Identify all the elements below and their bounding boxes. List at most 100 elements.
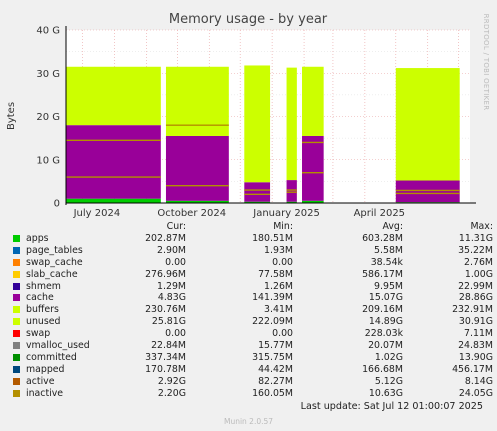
legend-row-swap: swap 0.00 0.00 228.03k 7.11M: [10, 328, 493, 340]
legend-swatch: [13, 342, 20, 350]
last-update: Last update: Sat Jul 12 01:00:07 2025: [300, 401, 483, 412]
legend-max-value: 232.91M: [452, 304, 493, 316]
legend-min-value: 160.05M: [252, 387, 293, 399]
legend-cur-value: 2.90M: [157, 244, 186, 256]
munin-version: Munin 2.0.57: [223, 417, 274, 426]
legend-row-shmem: shmem 1.29M 1.26M 9.95M 22.99M: [10, 280, 493, 293]
legend-series-name: slab_cache: [26, 268, 78, 280]
legend-row-page-tables: page_tables 2.90M 1.93M 5.58M 35.22M: [10, 244, 493, 257]
area-cache: [286, 180, 297, 202]
y-tick-label: 0: [54, 199, 60, 210]
legend-swatch: [13, 235, 20, 242]
legend-swatch: [13, 318, 20, 326]
legend-avg-value: 10.63G: [368, 387, 403, 399]
area-cache: [395, 180, 460, 203]
legend-header-avg: Avg:: [382, 221, 403, 232]
legend-max-value: 22.99M: [458, 280, 493, 292]
area-unused: [395, 68, 460, 181]
area-apps: [66, 198, 161, 203]
area-cache: [302, 135, 324, 201]
x-tick-label: January 2025: [252, 208, 320, 219]
legend-row-inactive: inactive 2.20G 160.05M 10.63G 24.05G: [10, 387, 493, 400]
legend-min-value: 77.58M: [258, 268, 293, 280]
legend-cur-value: 1.29M: [157, 280, 186, 292]
data-area: [66, 65, 460, 203]
legend-min-value: 44.42M: [258, 363, 293, 375]
legend-header-max: Max:: [470, 221, 493, 232]
legend-avg-value: 586.17M: [362, 268, 403, 280]
legend-max-value: 456.17M: [452, 363, 493, 375]
legend-swatch: [13, 306, 20, 314]
legend-row-slab-cache: slab_cache 276.96M 77.58M 586.17M 1.00G: [10, 268, 493, 281]
legend-avg-value: 5.12G: [374, 375, 403, 387]
legend-min-value: 141.39M: [252, 292, 293, 304]
legend-series-name: shmem: [26, 280, 61, 292]
legend-avg-value: 603.28M: [362, 233, 403, 244]
area-apps: [286, 201, 297, 203]
legend-row-unused: unused 25.81G 222.09M 14.89G 30.91G: [10, 316, 493, 328]
legend-max-value: 13.90G: [458, 351, 493, 363]
legend-avg-value: 14.89G: [368, 316, 403, 328]
legend-avg-value: 5.58M: [374, 244, 403, 256]
legend-row-swap-cache: swap_cache 0.00 0.00 38.54k 2.76M: [10, 256, 493, 269]
legend-swatch: [13, 330, 20, 338]
legend-header-min: Min:: [273, 221, 293, 232]
legend-series-name: swap: [26, 328, 51, 340]
legend-avg-value: 228.03k: [364, 328, 403, 340]
legend-row-committed: committed 337.34M 315.75M 1.02G 13.90G: [10, 351, 493, 364]
legend-swatch: [13, 258, 20, 266]
legend-min-value: 1.26M: [264, 280, 293, 292]
x-tick-label: July 2024: [73, 208, 121, 219]
legend-cur-value: 170.78M: [145, 363, 186, 375]
area-unused: [286, 67, 297, 181]
legend-series-name: inactive: [26, 387, 64, 399]
y-tick-label: 40 G: [36, 26, 60, 37]
axes: 0 10 G 20 G 30 G 40 G July 2024 October 2024 Ja…: [36, 26, 476, 219]
legend-series-name: active: [26, 375, 55, 387]
legend-swatch: [13, 353, 20, 361]
legend: Cur: Min: Avg: Max: apps 202.87M 180.51M 60…: [10, 221, 493, 400]
legend-min-value: 3.41M: [264, 304, 293, 316]
area-unused: [165, 66, 229, 136]
legend-cur-value: 2.92G: [157, 375, 186, 387]
legend-swatch: [13, 377, 20, 385]
legend-avg-value: 166.68M: [362, 363, 403, 375]
y-axis-label: Bytes: [6, 102, 17, 130]
area-cache: [244, 182, 271, 202]
legend-cur-value: 202.87M: [145, 233, 186, 244]
legend-row-apps: apps 202.87M 180.51M 603.28M 11.31G: [10, 233, 493, 245]
legend-header: Cur: Min: Avg: Max:: [10, 221, 493, 233]
legend-min-value: 180.51M: [252, 233, 293, 244]
legend-series-name: buffers: [26, 304, 59, 316]
legend-avg-value: 209.16M: [362, 304, 403, 316]
x-tick-label: April 2025: [354, 208, 405, 219]
area-cache: [165, 135, 229, 201]
area-unused: [66, 66, 161, 126]
legend-avg-value: 20.07M: [368, 340, 403, 352]
chart-title: Memory usage - by year: [169, 12, 328, 27]
legend-min-value: 1.93M: [264, 244, 293, 256]
legend-swatch: [13, 365, 20, 373]
legend-row-buffers: buffers 230.76M 3.41M 209.16M 232.91M: [10, 304, 493, 316]
legend-avg-value: 15.07G: [368, 292, 403, 304]
legend-series-name: page_tables: [26, 244, 83, 256]
legend-avg-value: 38.54k: [370, 256, 403, 268]
legend-cur-value: 230.76M: [145, 304, 186, 316]
legend-cur-value: 25.81G: [151, 316, 186, 328]
area-apps: [244, 201, 271, 203]
legend-row-cache: cache 4.83G 141.39M 15.07G 28.86G: [10, 292, 493, 304]
legend-min-value: 15.77M: [258, 340, 293, 352]
legend-swatch: [13, 294, 20, 302]
legend-swatch: [13, 282, 20, 290]
legend-swatch: [13, 389, 20, 397]
x-tick-label: October 2024: [157, 208, 226, 219]
legend-avg-value: 1.02G: [374, 351, 403, 363]
legend-max-value: 11.31G: [458, 233, 493, 244]
legend-series-name: mapped: [26, 363, 65, 375]
legend-cur-value: 276.96M: [145, 268, 186, 280]
area-cache: [66, 125, 161, 199]
y-tick-label: 30 G: [36, 69, 60, 80]
legend-max-value: 30.91G: [458, 316, 493, 328]
legend-min-value: 82.27M: [258, 375, 293, 387]
